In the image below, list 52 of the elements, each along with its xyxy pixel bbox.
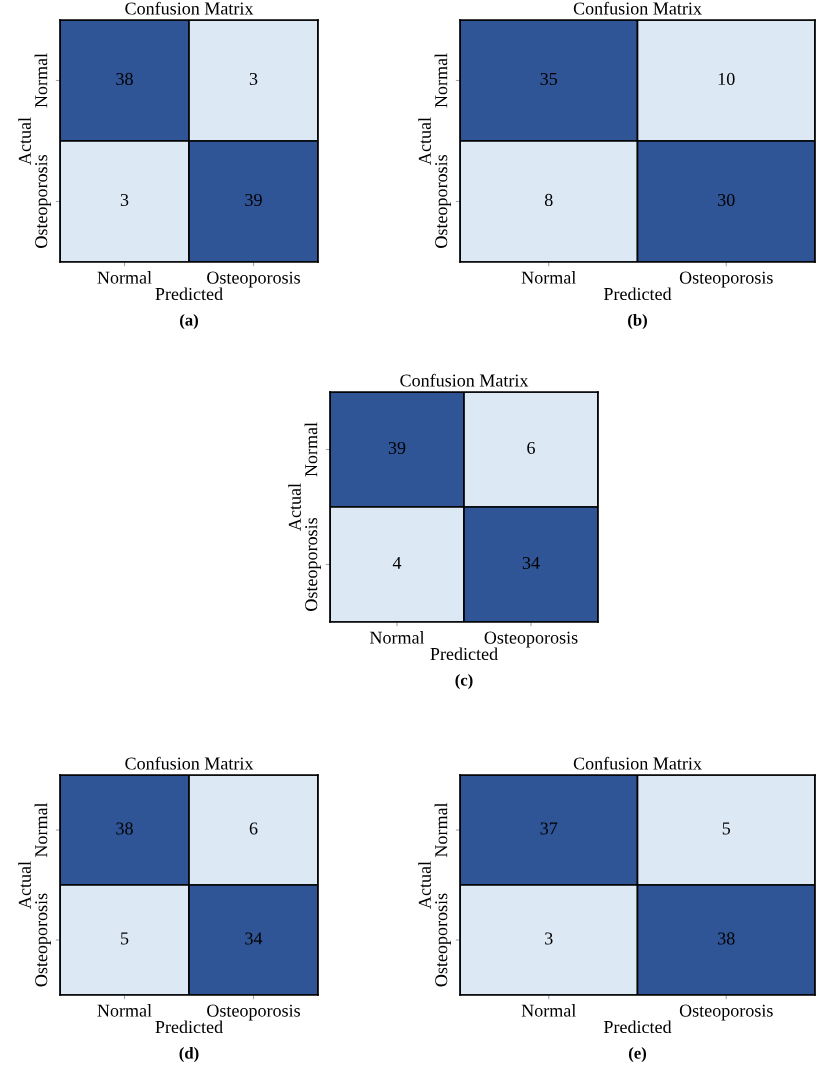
data-label: 38 (718, 932, 735, 945)
data-label: 39 (245, 193, 262, 207)
x-axis-title: Predicted (430, 647, 498, 661)
data-label: 5 (121, 932, 129, 945)
data-label: 38 (116, 72, 133, 86)
data-label: 10 (718, 72, 735, 86)
y-tick-label: Normal (34, 53, 48, 108)
data-label: 30 (718, 193, 735, 207)
chart-title: Confusion Matrix (400, 373, 529, 387)
data-label: 8 (544, 193, 553, 207)
chart-title: Confusion Matrix (125, 1, 254, 15)
x-tick-label: Normal (97, 1004, 152, 1017)
x-axis-title: Predicted (155, 1020, 223, 1034)
y-axis-title: Actual (18, 861, 31, 909)
chart-title: Confusion Matrix (573, 756, 702, 770)
y-axis-title: Actual (418, 861, 431, 909)
x-tick-label: Normal (97, 271, 152, 284)
x-tick-label: Normal (521, 1004, 576, 1017)
data-label: 6 (527, 441, 535, 455)
data-label: 34 (245, 932, 263, 945)
y-axis-title: Actual (288, 483, 301, 531)
y-tick-label: Normal (434, 53, 448, 108)
x-tick-label: Osteoporosis (679, 1004, 773, 1021)
data-label: 39 (388, 441, 406, 455)
data-label: 4 (392, 556, 402, 569)
x-tick-label: Osteoporosis (207, 1004, 300, 1021)
data-label: 37 (540, 822, 558, 835)
data-label: 3 (545, 932, 553, 945)
x-tick-label: Osteoporosis (207, 271, 300, 288)
x-axis-title: Predicted (603, 1020, 672, 1034)
x-axis-title: Predicted (155, 287, 223, 301)
y-tick-label: Normal (34, 802, 48, 858)
x-axis-title: Predicted (603, 287, 672, 301)
data-label: 34 (522, 556, 540, 570)
text: (d) (179, 1047, 199, 1063)
data-label: 35 (540, 72, 558, 86)
y-tick-label: Normal (434, 802, 448, 858)
chart-title: Confusion Matrix (125, 756, 254, 770)
y-axis-title: Actual (18, 117, 31, 165)
text: (a) (180, 314, 198, 330)
text: (e) (628, 1047, 647, 1063)
text: (b) (628, 314, 647, 330)
data-label: 3 (120, 193, 129, 207)
x-tick-label: Normal (521, 271, 576, 284)
text: (c) (455, 674, 473, 690)
data-label: 5 (722, 822, 731, 835)
data-label: 6 (249, 822, 258, 835)
chart-title: Confusion Matrix (573, 1, 702, 15)
data-label: 3 (249, 72, 258, 86)
data-label: 38 (116, 822, 133, 835)
x-tick-label: Osteoporosis (679, 271, 773, 288)
y-axis-title: Actual (418, 117, 431, 165)
